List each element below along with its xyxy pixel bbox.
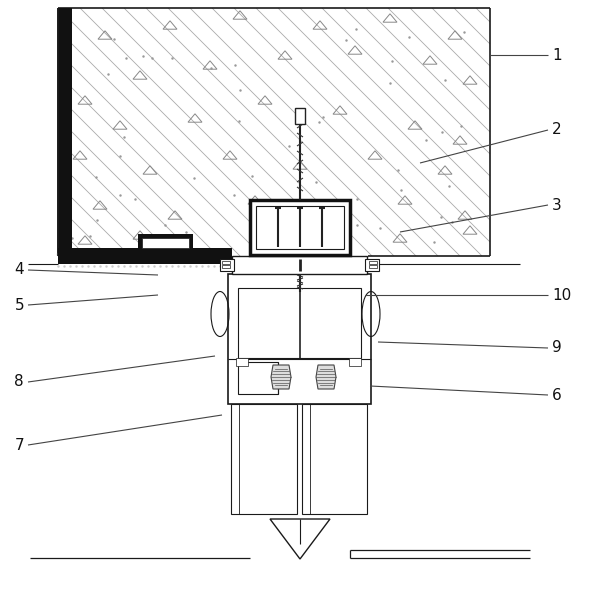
Text: 7: 7: [14, 438, 24, 453]
Text: 3: 3: [552, 198, 562, 213]
Bar: [238, 362, 278, 394]
Bar: [232, 256, 367, 274]
Bar: [369, 265, 377, 268]
Bar: [256, 206, 344, 249]
Text: 2: 2: [552, 122, 562, 138]
Text: 6: 6: [552, 387, 562, 402]
Polygon shape: [316, 365, 336, 389]
Bar: [220, 259, 234, 271]
Bar: [349, 358, 361, 366]
Text: 1: 1: [552, 47, 562, 62]
Bar: [58, 8, 72, 256]
Bar: [302, 404, 367, 514]
Bar: [238, 288, 361, 358]
Bar: [250, 200, 350, 255]
Polygon shape: [271, 365, 291, 389]
Text: 8: 8: [14, 375, 24, 390]
Bar: [231, 404, 297, 514]
Bar: [365, 259, 379, 271]
Text: 4: 4: [14, 262, 24, 278]
Bar: [295, 108, 305, 124]
Bar: [193, 248, 232, 264]
Text: 9: 9: [552, 341, 562, 356]
Text: 10: 10: [552, 287, 571, 302]
Bar: [369, 261, 377, 264]
Bar: [142, 238, 189, 248]
Bar: [138, 234, 193, 264]
Bar: [222, 265, 230, 268]
Text: 5: 5: [14, 298, 24, 313]
Bar: [58, 8, 490, 256]
Bar: [228, 274, 371, 404]
Bar: [58, 248, 138, 264]
Bar: [222, 261, 230, 264]
Bar: [236, 358, 248, 366]
